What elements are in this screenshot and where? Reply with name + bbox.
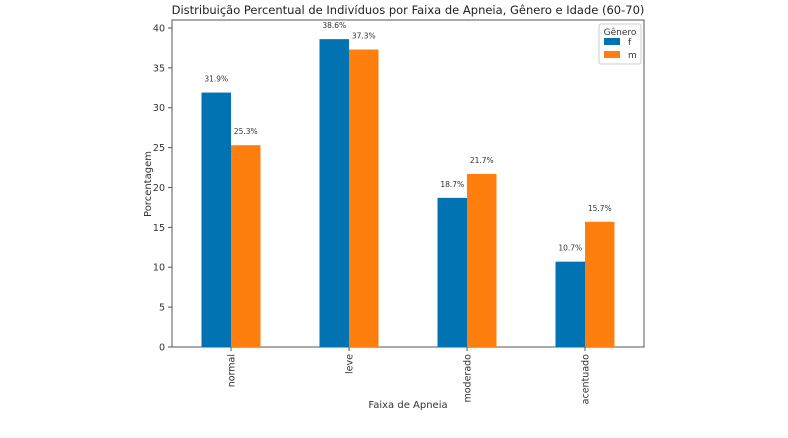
bar-data-label: 37.3% [352, 32, 376, 41]
y-tick-label: 5 [159, 303, 165, 314]
bar-data-label: 31.9% [204, 75, 228, 84]
bar-data-label: 38.6% [322, 21, 346, 30]
legend-title: Gênero [604, 27, 637, 38]
bar-m-acentuado [585, 221, 615, 347]
x-tick-label: acentuado [581, 354, 592, 405]
bar-f-moderado [437, 197, 467, 347]
y-tick-label: 25 [153, 143, 165, 154]
y-axis: 0 5 10 15 20 25 30 35 40 [153, 23, 172, 354]
y-tick-label: 20 [153, 183, 165, 194]
y-axis-label: Porcentagem [143, 151, 154, 217]
y-tick-label: 30 [153, 103, 165, 114]
bar-data-label: 15.7% [588, 204, 612, 213]
bar-data-label: 18.7% [440, 180, 464, 189]
legend-label-f: f [628, 38, 632, 48]
bar-m-leve [349, 49, 379, 347]
x-tick-label: moderado [463, 354, 474, 403]
bar-m-moderado [467, 173, 497, 347]
y-tick-label: 0 [159, 343, 165, 354]
y-tick-label: 35 [153, 63, 165, 74]
legend-label-m: m [628, 51, 637, 61]
legend-items: fm [604, 38, 637, 61]
bar-f-leve [319, 39, 349, 347]
x-tick-label: normal [227, 354, 238, 387]
bar-data-label: 21.7% [470, 156, 494, 165]
plot-frame [171, 19, 645, 348]
bar-f-normal [201, 92, 231, 347]
chart-title: Distribuição Percentual de Indivíduos po… [172, 3, 645, 17]
y-tick-label: 10 [153, 263, 165, 274]
x-axis: normal leve moderado acentuado [227, 347, 592, 404]
y-tick-label: 15 [153, 223, 165, 234]
legend-swatch-m [604, 51, 620, 58]
bars-group [201, 39, 615, 347]
x-tick-label: leve [345, 354, 356, 374]
bar-data-label: 25.3% [234, 127, 258, 136]
x-axis-label: Faixa de Apneia [368, 400, 447, 411]
legend-swatch-f [604, 38, 620, 45]
bar-data-label: 10.7% [558, 244, 582, 253]
bar-f-acentuado [555, 261, 585, 347]
bar-labels-group: 31.9% 25.3% 38.6% 37.3% 18.7% 21.7% 10.7% 15.7% [204, 21, 611, 253]
y-tick-label: 40 [153, 23, 165, 34]
legend: Gênero fm [598, 23, 642, 65]
bar-m-normal [231, 145, 261, 347]
